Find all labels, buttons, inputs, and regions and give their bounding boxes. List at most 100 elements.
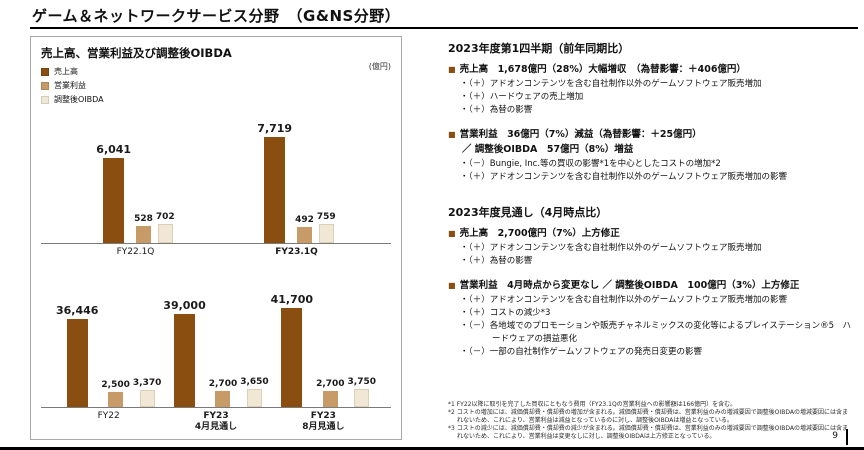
category-line: FY23.1Q <box>275 247 318 257</box>
category-label: FY23 4月見通し <box>162 411 269 434</box>
bar-column: 2,700 <box>316 378 345 407</box>
bar-value-label: 41,700 <box>270 292 314 306</box>
bar-value-label: 3,370 <box>132 377 162 388</box>
bar-adj-oibda <box>139 389 155 407</box>
bar-value-label: 7,719 <box>257 122 293 135</box>
bar-value-label: 759 <box>316 212 336 222</box>
category-label: FY23.1Q <box>216 247 377 259</box>
bar-column: 7,719 <box>257 122 292 243</box>
chart-panel-title: 売上高、営業利益及び調整後OIBDA <box>41 46 232 60</box>
category-line: 4月見通し <box>194 422 238 433</box>
legend-swatch <box>41 81 49 90</box>
quarterly-bar-chart: 6,041 528 702 7,719 492 759 FY22.1Q FY23.1Q <box>41 111 391 259</box>
bar-column: 3,750 <box>348 377 376 407</box>
bar-sales <box>103 158 125 243</box>
sub-bullet: ・（＋）アドオンコンテンツを含む自社制作以外のゲームソフトウェア販売増加 <box>460 242 762 253</box>
bar-column: 6,041 <box>96 143 131 243</box>
bar-value-label: 2,500 <box>101 379 130 390</box>
legend-item: 営業利益 <box>41 80 391 91</box>
legend-item: 売上高 <box>41 66 391 77</box>
bar-adj-oibda <box>318 224 334 243</box>
bottom-edge-rule <box>0 447 864 450</box>
bar-sales <box>264 137 286 243</box>
sub-bullet: ・（－）Bungie, Inc.等の買収の影響*1を中心としたコストの増加*2 <box>460 158 721 169</box>
bar-column: 492 <box>295 215 314 243</box>
bullet-block: ■ 売上高 2,700億円（7%）上方修正 ・（＋）アドオンコンテンツを含む自社制作… <box>448 227 852 268</box>
main-bullet: ■ 営業利益 4月時点から変更なし ／ 調整後OIBDA 100億円（3%）上方修… <box>448 279 852 294</box>
sub-bullet: ・（＋）為替の影響 <box>460 105 533 116</box>
bar-column: 3,650 <box>240 377 269 407</box>
bar-column: 3,370 <box>133 378 161 407</box>
category-label: FY22.1Q <box>55 247 216 259</box>
legend-label: 営業利益 <box>54 81 86 90</box>
chart-panel: 売上高、営業利益及び調整後OIBDA (億円) 売上高 営業利益 調整後OIBDA … <box>30 36 402 440</box>
footnote: *2 コストの増加には、減価償却費・償却費の増加が含まれる。減価償却費・償却費は… <box>448 408 848 424</box>
bars-area: 6,041 528 702 7,719 492 759 <box>41 111 391 244</box>
main-bullet: ■ 営業利益 36億円（7%）減益（為替影響：＋25億円） <box>448 128 852 143</box>
bar-adj-oibda <box>157 224 173 243</box>
category-axis: FY22.1Q FY23.1Q <box>41 247 391 259</box>
footnotes: *1 FY22以降に取引を完了した買収にともなう費用（FY23.1Qの営業利益へ… <box>448 401 852 441</box>
category-axis: FY22 FY23 4月見通し FY23 8月見通し <box>41 411 391 434</box>
bar-group: 36,446 2,500 3,370 <box>55 304 162 407</box>
main-bullet-text: 営業利益 36億円（7%）減益（為替影響：＋25億円） <box>459 129 702 141</box>
legend-label: 調整後OIBDA <box>54 95 104 104</box>
sub-bullet: ・（＋）為替の影響 <box>460 255 533 266</box>
main-bullet: ／ 調整後OIBDA 57億円（8%）増益 <box>448 143 852 158</box>
category-line: FY23 <box>203 410 229 421</box>
main-bullet: ■ 売上高 2,700億円（7%）上方修正 <box>448 227 852 242</box>
bar-adj-oibda <box>354 388 370 407</box>
bar-value-label: 702 <box>155 212 175 222</box>
bar-adj-oibda <box>246 388 262 407</box>
sub-bullet: ・（－）一部の自社制作ゲームソフトウェアの発売日変更の影響 <box>460 347 702 358</box>
bar-column: 702 <box>156 212 175 243</box>
title-underline <box>30 27 858 29</box>
legend-swatch <box>41 95 49 104</box>
bar-sales <box>281 307 303 407</box>
chart-legend: 売上高営業利益調整後OIBDA <box>41 66 391 105</box>
bullet-block: ■ 売上高 1,678億円（28%）大幅増収 （為替影響：＋406億円） ・（＋）ア… <box>448 63 852 117</box>
bar-column: 528 <box>134 214 153 243</box>
bar-value-label: 2,700 <box>208 378 238 389</box>
bar-column: 39,000 <box>163 298 206 407</box>
bar-value-label: 528 <box>134 214 153 224</box>
sub-bullet: ・（＋）アドオンコンテンツを含む自社制作以外のゲームソフトウェア販売増加 <box>460 78 762 89</box>
bar-column: 36,446 <box>56 304 98 407</box>
bar-group: 39,000 2,700 3,650 <box>162 299 269 407</box>
bar-value-label: 2,700 <box>316 378 345 389</box>
chart-unit-label: (億円) <box>368 62 391 71</box>
right-panel: 2023年度第1四半期（前年同期比） ■ 売上高 1,678億円（28%）大幅増収 … <box>448 40 852 380</box>
slide-title: ゲーム＆ネットワークサービス分野 （G&NS分野） <box>32 7 401 25</box>
footnote: *1 FY22以降に取引を完了した買収にともなう費用（FY23.1Qの営業利益へ… <box>448 400 737 408</box>
section-heading: 2023年度第1四半期（前年同期比） <box>448 42 630 55</box>
section: 2023年度見通し（4月時点比） ■ 売上高 2,700億円（7%）上方修正 ・（＋）… <box>448 204 852 360</box>
right-panel-sections: 2023年度第1四半期（前年同期比） ■ 売上高 1,678億円（28%）大幅増収 … <box>448 40 852 360</box>
bar-op-income <box>108 391 124 407</box>
bar-sales <box>174 313 196 407</box>
bar-value-label: 39,000 <box>163 298 206 312</box>
main-bullet-text: 売上高 2,700億円（7%）上方修正 <box>459 228 620 240</box>
bar-value-label: 3,750 <box>347 376 377 387</box>
sub-bullet: ・（＋）コストの減少*3 <box>460 307 551 318</box>
bar-column: 41,700 <box>271 293 313 407</box>
bullet-square-icon: ■ <box>448 229 456 239</box>
bar-value-label: 492 <box>295 215 314 225</box>
section-heading: 2023年度見通し（4月時点比） <box>448 206 608 220</box>
footnote: *3 コストの減少には、減価償却費・償却費の減少が含まれる。減価償却費・償却費は… <box>448 424 848 440</box>
bullet-square-icon: ■ <box>448 65 456 74</box>
category-line: FY23 <box>310 410 336 421</box>
bullet-block: ■ 営業利益 4月時点から変更なし ／ 調整後OIBDA 100億円（3%）上方修… <box>448 279 852 360</box>
category-line: FY22 <box>97 410 120 421</box>
bar-value-label: 6,041 <box>96 143 132 156</box>
legend-item: 調整後OIBDA <box>41 94 391 105</box>
bullet-square-icon: ■ <box>448 281 456 291</box>
bar-group: 6,041 528 702 <box>55 143 216 243</box>
category-label: FY23 8月見通し <box>270 411 377 434</box>
bars-area: 36,446 2,500 3,370 39,000 2,700 3,650 41,700 2,… <box>41 283 391 408</box>
main-bullet-text: 売上高 1,678億円（28%）大幅増収 （為替影響：＋406億円） <box>459 64 746 75</box>
bullet-block: ■ 営業利益 36億円（7%）減益（為替影響：＋25億円）／ 調整後OIBDA 5… <box>448 128 852 184</box>
main-bullet: ■ 売上高 1,678億円（28%）大幅増収 （為替影響：＋406億円） <box>448 63 852 78</box>
bar-sales <box>66 318 88 407</box>
bar-op-income <box>322 390 338 407</box>
bar-op-income <box>296 227 312 243</box>
